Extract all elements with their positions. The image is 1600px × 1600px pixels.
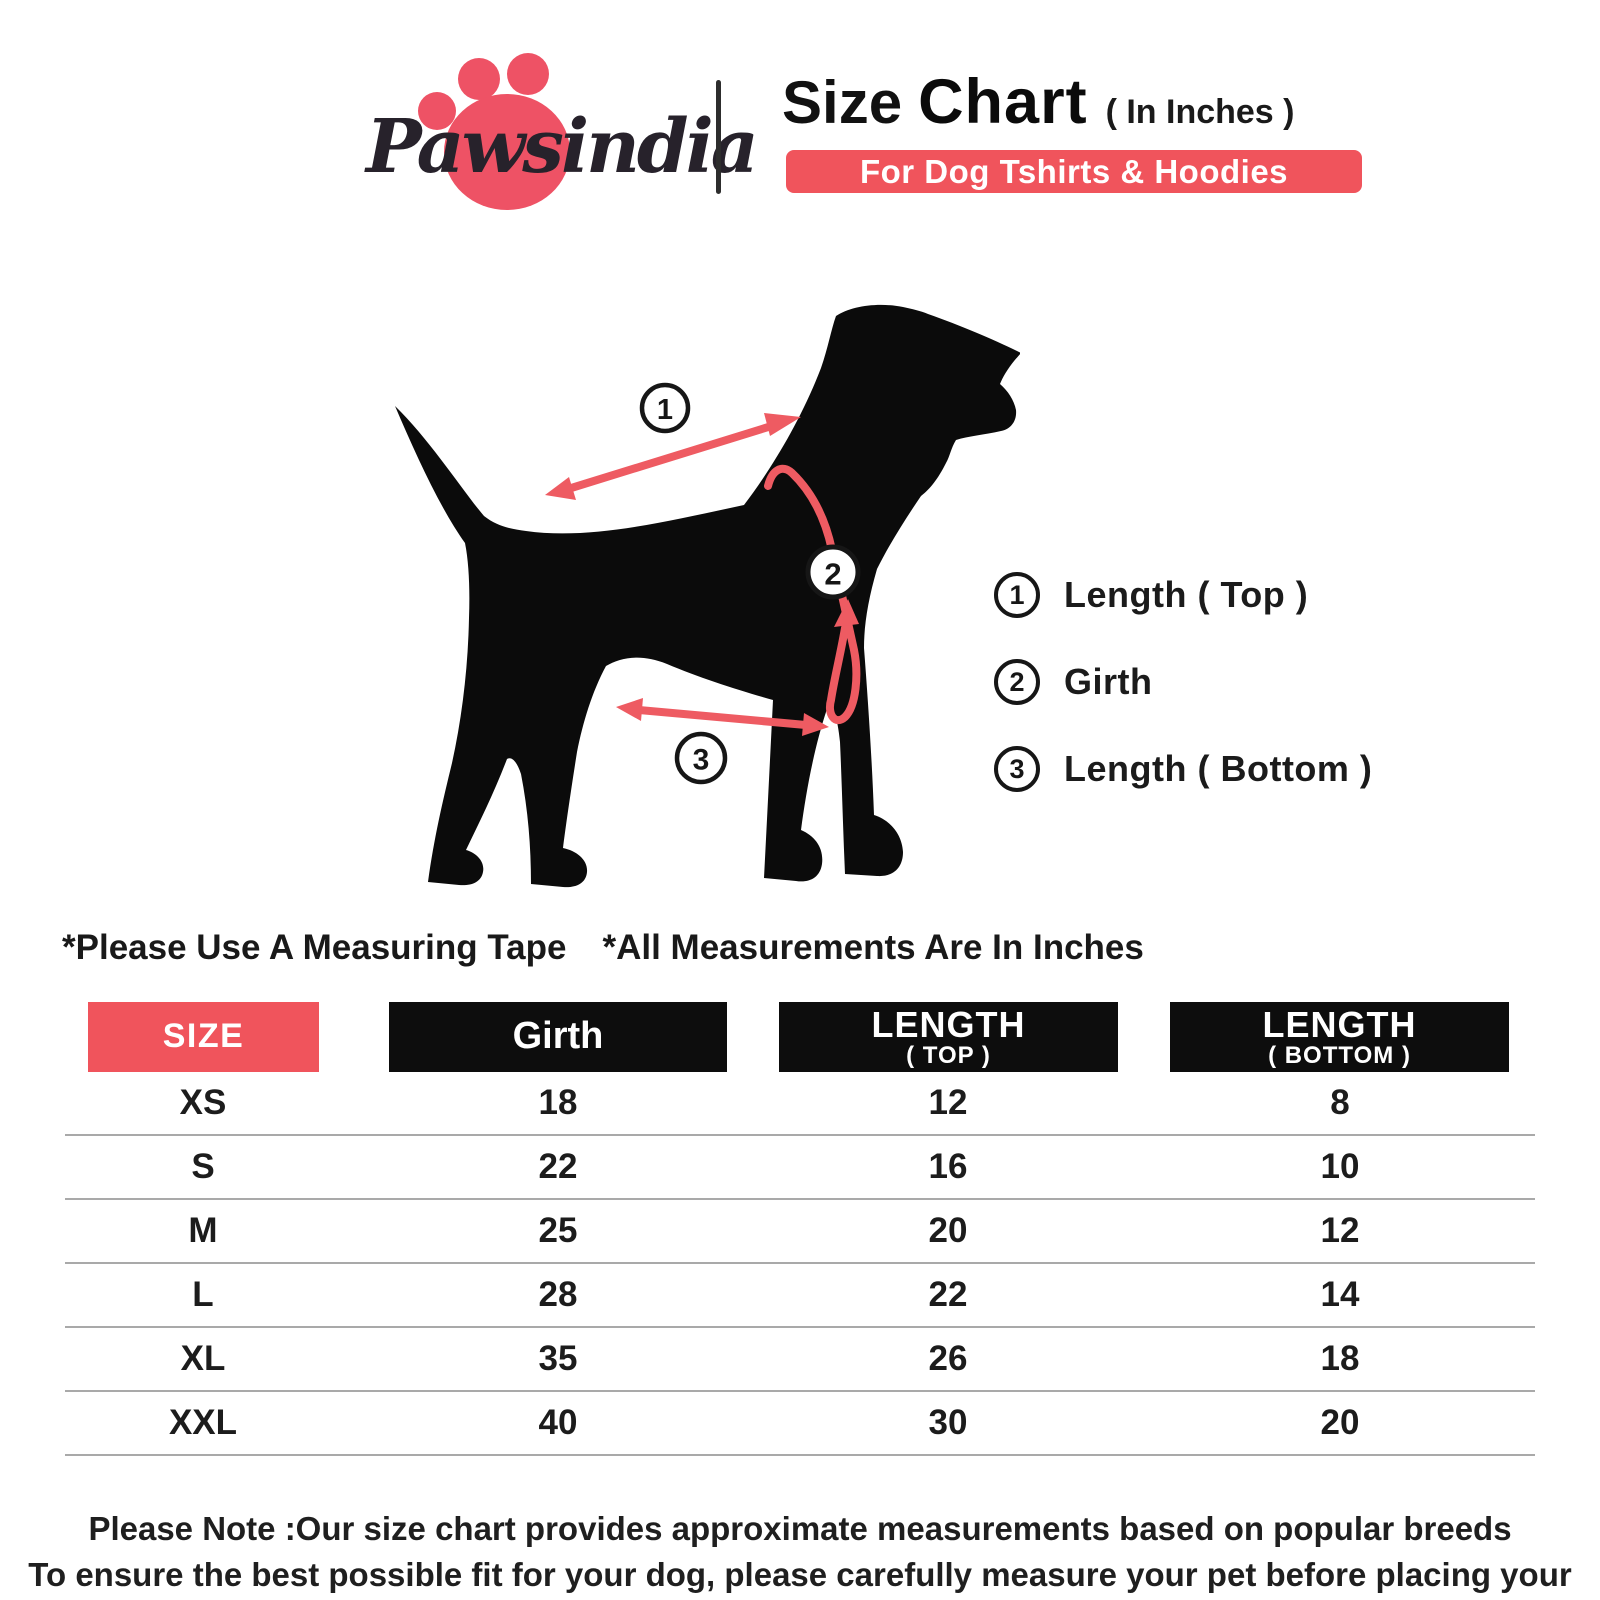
size-cell: XS [179,1083,227,1122]
length-bottom-cell: 14 [1320,1275,1360,1314]
length-top-arrow [545,413,801,500]
title-word-size: Size [782,69,903,136]
legend-item-length-bottom: 3 Length ( Bottom ) [994,746,1414,792]
note-inches: *All Measurements Are In Inches [602,928,1144,967]
table-row-s: S 22 16 10 [65,1136,1535,1200]
size-cell: XL [180,1339,226,1378]
table-header-row: SIZE Girth LENGTH ( TOP ) LENGTH ( BOTTO… [65,1002,1535,1072]
svg-text:2: 2 [824,557,841,592]
length-top-cell: 22 [928,1275,968,1314]
girth-cell: 40 [538,1403,578,1442]
title-banner: For Dog Tshirts & Hoodies [786,150,1362,193]
note-measuring-tape: *Please Use A Measuring Tape [62,928,567,967]
column-header-length-top: LENGTH ( TOP ) [779,1002,1118,1072]
table-row-xl: XL 35 26 18 [65,1328,1535,1392]
page-title: Size Chart ( In Inches ) [782,66,1295,138]
brand-wordmark: Pawsindia [366,104,759,190]
length-top-cell: 16 [928,1147,968,1186]
size-cell: M [188,1211,218,1250]
length-top-cell: 26 [928,1339,968,1378]
column-header-label: Girth [512,1015,604,1058]
length-bottom-arrow [616,698,829,736]
table-body: XS 18 12 8 S 22 16 10 M 25 20 12 L 28 22 [65,1072,1535,1456]
marker-1: 1 [639,382,691,434]
diagram-legend: 1 Length ( Top ) 2 Girth 3 Length ( Bott… [994,572,1414,792]
girth-cell: 28 [538,1275,578,1314]
table-row-xxl: XXL 40 30 20 [65,1392,1535,1456]
column-header-size: SIZE [88,1002,319,1072]
length-bottom-cell: 12 [1320,1211,1360,1250]
column-header-sublabel: ( BOTTOM ) [1268,1042,1411,1070]
legend-label: Length ( Bottom ) [1064,748,1373,789]
size-cell: L [192,1275,214,1314]
length-bottom-cell: 8 [1330,1083,1350,1122]
title-word-chart: Chart [918,67,1088,137]
girth-cell: 25 [538,1211,578,1250]
measuring-note: *Please Use A Measuring Tape *All Measure… [62,928,1180,968]
girth-arc [764,464,861,725]
svg-text:1: 1 [657,394,673,426]
legend-number-icon: 3 [994,746,1040,792]
girth-cell: 22 [538,1147,578,1186]
length-top-cell: 30 [928,1403,968,1442]
girth-cell: 35 [538,1339,578,1378]
dog-silhouette [395,304,1020,888]
size-table: SIZE Girth LENGTH ( TOP ) LENGTH ( BOTTO… [65,1002,1535,1456]
size-cell: XXL [168,1403,238,1442]
column-header-label: LENGTH [871,1003,1026,1045]
pawprint-icon [418,53,570,210]
girth-cell: 18 [538,1083,578,1122]
footer-line-2: To ensure the best possible fit for your… [28,1556,1572,1594]
footer-note: Please Note :Our size chart provides app… [0,1506,1600,1600]
dog-measurement-diagram: 1 2 3 [395,304,1020,888]
legend-label: Girth [1064,661,1153,702]
svg-text:3: 3 [693,744,710,777]
column-header-girth: Girth [389,1002,727,1072]
length-bottom-cell: 18 [1320,1339,1360,1378]
title-units: ( In Inches ) [1105,93,1295,131]
header-divider [716,80,721,194]
table-row-m: M 25 20 12 [65,1200,1535,1264]
length-top-cell: 12 [928,1083,968,1122]
legend-number-icon: 2 [994,659,1040,705]
legend-label: Length ( Top ) [1064,574,1309,615]
column-header-sublabel: ( TOP ) [906,1042,991,1070]
table-row-l: L 28 22 14 [65,1264,1535,1328]
legend-item-girth: 2 Girth [994,659,1414,705]
column-header-label: LENGTH [1262,1003,1417,1045]
column-header-length-bottom: LENGTH ( BOTTOM ) [1170,1002,1509,1072]
length-top-cell: 20 [928,1211,968,1250]
footer-line-1: Please Note :Our size chart provides app… [88,1510,1512,1547]
size-cell: S [191,1147,215,1186]
length-bottom-cell: 10 [1320,1147,1360,1186]
length-bottom-cell: 20 [1320,1403,1360,1442]
marker-2: 2 [805,544,861,600]
legend-number-icon: 1 [994,572,1040,618]
legend-item-length-top: 1 Length ( Top ) [994,572,1414,618]
marker-3: 3 [674,731,728,785]
column-header-label: SIZE [162,1017,245,1056]
table-row-xs: XS 18 12 8 [65,1072,1535,1136]
